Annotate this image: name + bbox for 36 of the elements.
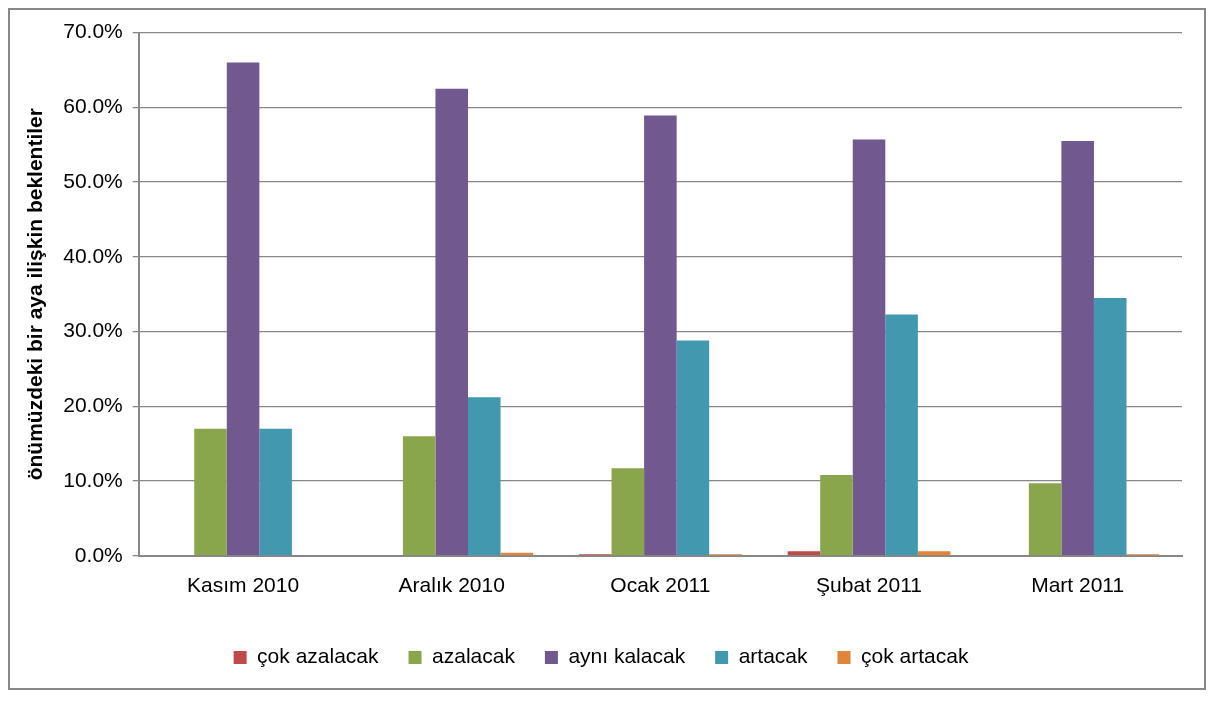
y-tick-label: 20.0% — [63, 393, 123, 417]
bar — [194, 428, 227, 556]
bar — [820, 475, 853, 556]
y-tick-label: 50.0% — [63, 168, 123, 192]
bar — [611, 468, 645, 556]
x-tick-label: Mart 2011 — [1031, 573, 1125, 597]
bar — [226, 62, 260, 556]
bar — [787, 551, 821, 556]
bar — [1028, 483, 1062, 556]
bar — [468, 397, 501, 556]
bar — [402, 436, 436, 556]
y-tick-label: 40.0% — [63, 243, 123, 267]
x-tick-label: Aralık 2010 — [398, 573, 505, 597]
x-tick-label: Ocak 2011 — [610, 573, 711, 597]
legend-label: çok artacak — [861, 644, 969, 668]
y-tick-label: 10.0% — [63, 467, 123, 491]
y-tick-label: 0.0% — [74, 542, 123, 566]
bar — [852, 139, 886, 556]
bar — [676, 340, 710, 556]
y-tick-label: 60.0% — [63, 94, 123, 118]
y-axis-title: önümüzdeki bir aya ilişkin beklentiler — [23, 108, 47, 481]
y-tick-label: 70.0% — [63, 19, 123, 43]
legend-label: azalacak — [432, 644, 516, 668]
bar — [1093, 297, 1127, 556]
legend-label: aynı kalacak — [568, 644, 686, 668]
bar — [917, 551, 951, 556]
legend-label: artacak — [738, 644, 808, 668]
bar — [644, 115, 677, 556]
bar — [435, 88, 468, 556]
bar — [259, 428, 292, 556]
y-tick-label: 30.0% — [63, 318, 123, 342]
legend-label: çok azalacak — [257, 644, 380, 668]
bar — [1061, 140, 1094, 556]
bar — [885, 314, 918, 556]
x-tick-label: Şubat 2011 — [816, 573, 922, 597]
x-tick-label: Kasım 2010 — [187, 573, 300, 597]
